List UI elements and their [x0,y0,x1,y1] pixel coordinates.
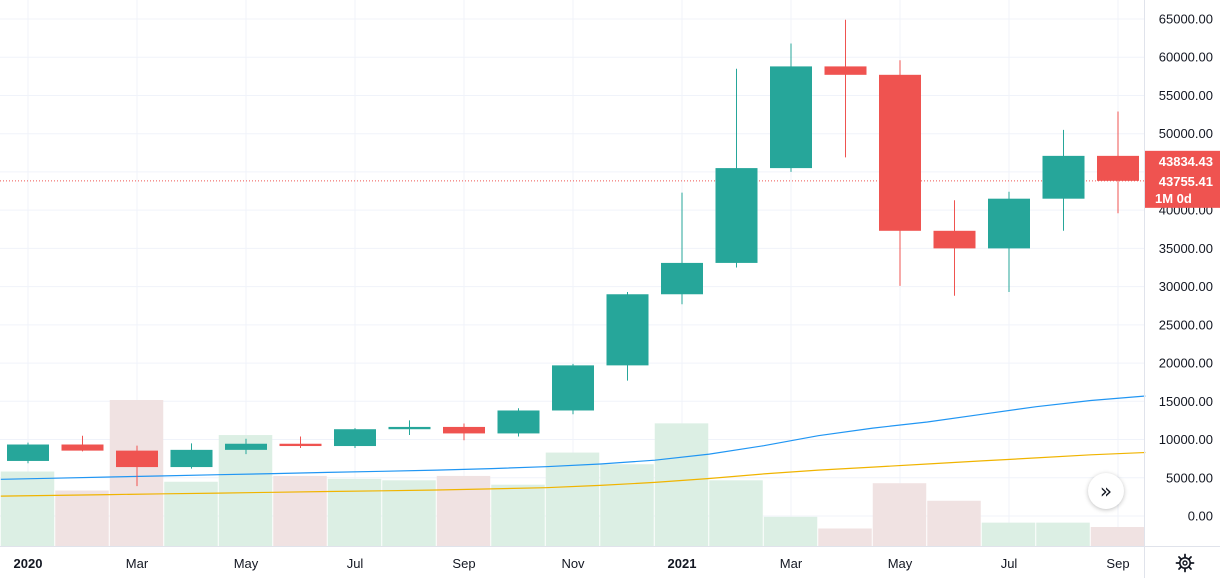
candle-body [334,429,376,447]
double-chevron-right-icon: » [1099,479,1113,503]
candle-body [388,426,431,430]
candle-body [1097,155,1139,181]
volume-bar [327,478,382,546]
volume-bar [981,522,1036,546]
volume-bar [1090,527,1145,546]
y-tick-label: 60000.00 [1159,50,1213,65]
volume-bar [0,471,55,546]
candle-body [279,443,322,447]
x-tick-label: Mar [126,556,149,571]
candle-body [715,168,758,263]
x-tick-label: Mar [780,556,803,571]
y-tick-label: 50000.00 [1159,126,1213,141]
candle-body [770,66,812,169]
y-tick-label: 55000.00 [1159,88,1213,103]
y-tick-label: 25000.00 [1159,317,1213,332]
volume-bar [818,528,872,546]
candle-body [170,449,213,468]
x-tick-label: 2020 [14,556,43,571]
candle-body [933,230,976,249]
y-tick-label: 0.00 [1188,509,1213,524]
volume-bar [927,500,981,546]
x-tick-label: Nov [561,556,585,571]
y-tick-label: 5000.00 [1166,470,1213,485]
x-tick-label: Sep [1106,556,1129,571]
candle-body [988,198,1030,249]
candle-body [61,444,104,451]
volume-bar [164,481,218,546]
y-tick-label: 15000.00 [1159,394,1213,409]
volume-bar [1036,522,1090,546]
last-price-badge [1145,150,1220,208]
candle-body [879,74,921,231]
secondary-price-label: 43755.41 [1159,174,1213,189]
candle-body [661,262,703,295]
scroll-to-realtime-button[interactable]: » [1088,473,1124,509]
volume-bar [763,516,818,546]
candle-body [225,443,267,450]
moving-average-slow-line [0,451,1146,497]
volume-bar [55,490,109,546]
volume-bar [545,452,600,546]
x-tick-label: May [888,556,913,571]
candles [7,19,1139,487]
candle-body [7,444,49,461]
volume-bar [872,483,927,546]
y-tick-label: 30000.00 [1159,279,1213,294]
x-tick-label: 2021 [668,556,697,571]
volume-bar [709,480,763,546]
volume-bar [436,475,491,546]
y-tick-label: 65000.00 [1159,12,1213,27]
volume-bar [654,423,709,546]
y-tick-label: 35000.00 [1159,241,1213,256]
volume-bars [0,400,1145,546]
chart-settings-button[interactable] [1172,550,1198,576]
x-tick-label: Sep [452,556,475,571]
candle-body [606,294,649,366]
candle-body [1042,155,1085,199]
volume-bar [600,464,654,546]
volume-bar [491,484,545,546]
y-tick-label: 10000.00 [1159,432,1213,447]
moving-average-fast-line [0,395,1146,480]
gear-icon [1175,553,1195,573]
candle-body [824,66,867,75]
candle-body [552,365,594,411]
x-tick-label: Jul [1001,556,1018,571]
y-tick-label: 20000.00 [1159,356,1213,371]
countdown-label: 1M 0d [1155,191,1192,206]
candle-body [116,450,158,468]
last-price-label: 43834.43 [1159,154,1213,169]
candle-body [443,426,485,434]
x-tick-label: May [234,556,259,571]
price-badges: 43834.43 43755.41 1M 0d [1145,150,1220,208]
volume-bar [273,475,327,546]
candle-body [497,410,540,434]
x-tick-label: Jul [347,556,364,571]
moving-averages [0,180,1146,497]
